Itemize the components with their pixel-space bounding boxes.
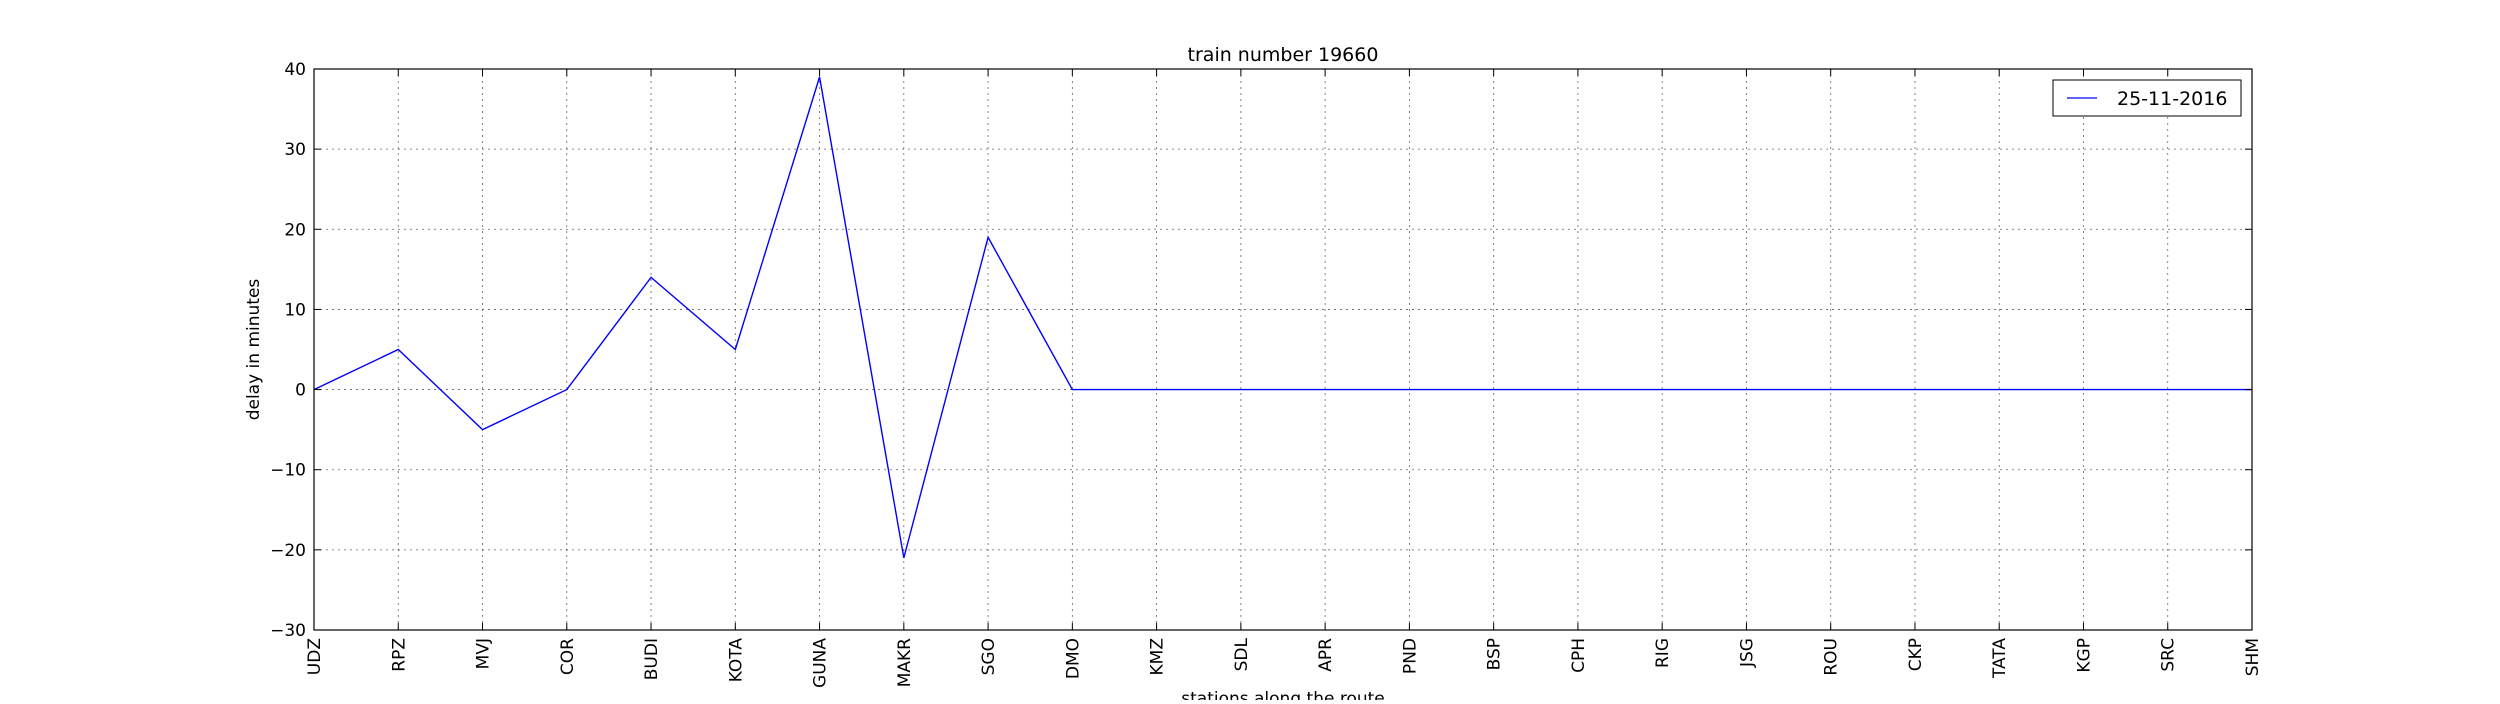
y-tick-label: −10 (270, 461, 306, 481)
data-point (1913, 388, 1917, 392)
x-tick-label: GUNA (811, 638, 831, 688)
y-axis: −30 −20 −10 0 10 20 30 40 (270, 60, 2252, 641)
y-tick-label: 0 (295, 381, 306, 401)
x-tick-label: SGO (979, 638, 999, 675)
x-tick-label: KGP (2074, 638, 2094, 673)
x-tick-label: APR (1316, 638, 1336, 672)
x-tick-label: KMZ (1148, 638, 1168, 675)
x-tick-label: ROU (1822, 638, 1842, 676)
x-tick-label: RIG (1653, 638, 1673, 668)
data-point (481, 428, 485, 432)
x-tick-label: SRC (2159, 638, 2179, 672)
chart-title: train number 19660 (1188, 44, 1379, 66)
x-tick-label: UDZ (305, 638, 325, 675)
x-tick-label: TATA (1990, 638, 2010, 679)
y-tick-label: −20 (270, 541, 306, 561)
x-tick-label: BUDI (642, 638, 662, 680)
x-axis: UDZ RPZ MVJ COR BUDI KOTA GUNA MAKR SGO DMO KMZ SDL… (305, 69, 2263, 688)
data-point (902, 556, 906, 560)
y-tick-label: 10 (284, 300, 306, 320)
data-point (2166, 388, 2170, 392)
data-point (733, 348, 737, 352)
x-tick-label: JSG (1737, 638, 1757, 668)
x-tick-label: PND (1400, 638, 1420, 674)
series-layer (313, 76, 2252, 560)
legend: 25-11-2016 (2052, 79, 2242, 117)
data-point (1576, 388, 1580, 392)
data-point (1744, 388, 1748, 392)
x-tick-label: RPZ (389, 638, 409, 672)
x-tick-label: CPH (1569, 638, 1589, 673)
plot-frame (313, 68, 2253, 631)
y-tick-label: 30 (284, 140, 306, 160)
x-axis-label: stations along the route (1181, 689, 1385, 700)
y-tick-label: −30 (270, 621, 306, 641)
legend-label: 25-11-2016 (2117, 88, 2227, 110)
series-line (313, 76, 2252, 559)
data-point (1829, 388, 1833, 392)
data-point (986, 235, 990, 239)
x-tick-label: COR (558, 638, 578, 675)
data-point (1070, 388, 1074, 392)
data-point (565, 388, 569, 392)
data-point (396, 348, 400, 352)
data-point (1407, 388, 1411, 392)
data-point (1997, 388, 2001, 392)
data-point (1660, 388, 1664, 392)
data-point (1323, 388, 1327, 392)
grid (313, 68, 2253, 631)
x-tick-label: KOTA (726, 638, 746, 683)
data-point (1492, 388, 1496, 392)
y-tick-label: 20 (284, 220, 306, 240)
x-tick-label: MAKR (895, 638, 915, 687)
data-point (649, 275, 653, 279)
data-point (1155, 388, 1159, 392)
x-tick-label: SDL (1232, 637, 1252, 671)
data-point (2081, 388, 2085, 392)
y-tick-label: 40 (284, 60, 306, 80)
x-tick-label: MVJ (474, 638, 494, 669)
x-tick-label: BSP (1485, 638, 1505, 670)
x-tick-label: CKP (1906, 638, 1926, 671)
data-point (1239, 388, 1243, 392)
y-axis-label: delay in minutes (244, 279, 264, 421)
x-tick-label: DMO (1063, 638, 1083, 679)
x-tick-label: SHM (2243, 638, 2263, 676)
